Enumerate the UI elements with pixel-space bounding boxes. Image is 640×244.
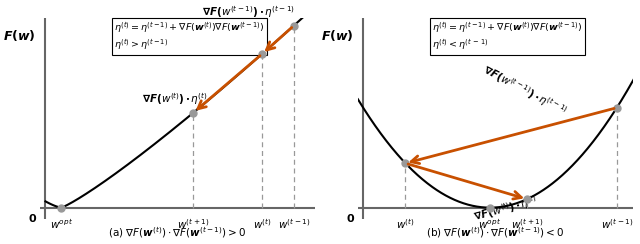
Text: $\eta^{(t)} = \eta^{(t-1)} + \nabla F(\boldsymbol{w}^{(t)})\nabla F(\boldsymbol{: $\eta^{(t)} = \eta^{(t-1)} + \nabla F(\b… [115,20,265,52]
Text: $\boldsymbol{\nabla F(w^{(t-1)})\cdot\eta^{(t-1)}}$: $\boldsymbol{\nabla F(w^{(t-1)})\cdot\et… [202,4,295,20]
Text: $\boldsymbol{w^{opt}}$: $\boldsymbol{w^{opt}}$ [479,217,502,231]
Text: $\boldsymbol{w^{(t)}}$: $\boldsymbol{w^{(t)}}$ [253,217,271,231]
Text: $\boldsymbol{F(w)}$: $\boldsymbol{F(w)}$ [3,28,36,43]
Text: $\boldsymbol{w^{(t-1)}}$: $\boldsymbol{w^{(t-1)}}$ [278,217,310,231]
Text: $\boldsymbol{\nabla F(w^{(t)})\cdot\eta^{(t)}}$: $\boldsymbol{\nabla F(w^{(t)})\cdot\eta^… [142,91,208,107]
Text: $\eta^{(t)} = \eta^{(t-1)} + \nabla F(\boldsymbol{w}^{(t)})\nabla F(\boldsymbol{: $\eta^{(t)} = \eta^{(t-1)} + \nabla F(\b… [432,20,582,52]
Text: $\boldsymbol{w^{(t)}}$: $\boldsymbol{w^{(t)}}$ [396,217,415,231]
Text: $\boldsymbol{w^{(t+1)}}$: $\boldsymbol{w^{(t+1)}}$ [177,217,210,231]
Text: $\boldsymbol{w^{(t+1)}}$: $\boldsymbol{w^{(t+1)}}$ [511,217,543,231]
Text: $\boldsymbol{w^{(t-1)}}$: $\boldsymbol{w^{(t-1)}}$ [600,217,633,231]
Text: $\boldsymbol{\nabla F(w^{(t)})\cdot\eta^{(t)}}$: $\boldsymbol{\nabla F(w^{(t)})\cdot\eta^… [472,193,540,225]
Text: $\mathbf{0}$: $\mathbf{0}$ [346,212,355,224]
X-axis label: (b) $\nabla F(\boldsymbol{w}^{(t)}) \cdot \nabla F(\boldsymbol{w}^{(t-1)}) < 0$: (b) $\nabla F(\boldsymbol{w}^{(t)}) \cdo… [426,225,564,240]
Text: $\mathbf{0}$: $\mathbf{0}$ [28,212,38,224]
Text: $\boldsymbol{F(w)}$: $\boldsymbol{F(w)}$ [321,28,354,43]
Text: $\boldsymbol{w^{opt}}$: $\boldsymbol{w^{opt}}$ [50,217,73,231]
Text: $\boldsymbol{\nabla F(w^{(t-1)})\cdot\eta^{(t-1)}}$: $\boldsymbol{\nabla F(w^{(t-1)})\cdot\et… [479,62,569,120]
X-axis label: (a) $\nabla F(\boldsymbol{w}^{(t)}) \cdot \nabla F(\boldsymbol{w}^{(t-1)}) > 0$: (a) $\nabla F(\boldsymbol{w}^{(t)}) \cdo… [108,225,246,240]
